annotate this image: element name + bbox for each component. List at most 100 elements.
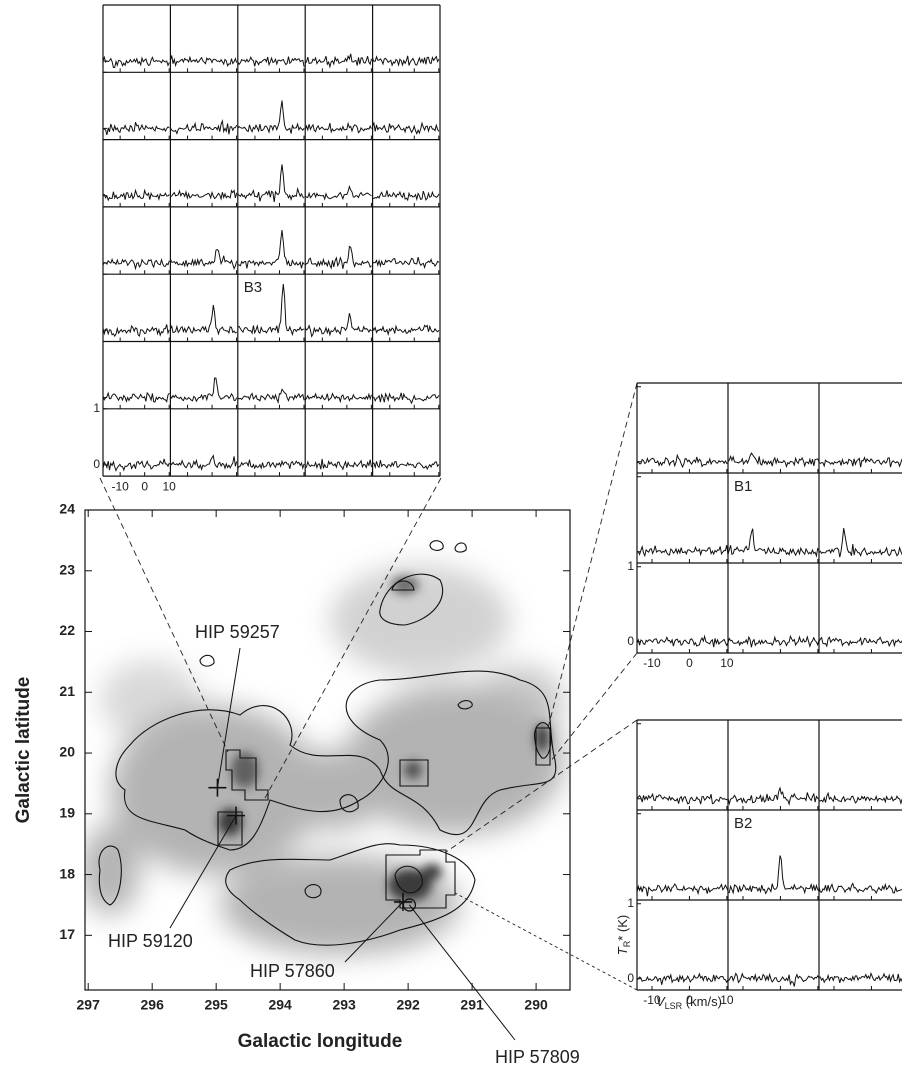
- spectrum: [237, 164, 305, 203]
- contours: [98, 540, 557, 946]
- spectrum: [727, 528, 820, 558]
- spectrum: [102, 188, 170, 202]
- region-label: B3: [244, 279, 262, 296]
- spectrum: [727, 634, 820, 649]
- x-tick-label: 293: [332, 997, 356, 1013]
- spectrum: [170, 189, 238, 201]
- spectrum: [819, 971, 902, 984]
- spectrum: [636, 883, 729, 897]
- x-axis-label: Galactic longitude: [238, 1031, 403, 1052]
- spectrum: [102, 122, 170, 136]
- label-sub: R: [622, 940, 632, 947]
- spectra-y-label: TR* (K): [615, 915, 632, 955]
- x-tick-label: -10: [111, 479, 129, 493]
- connector-lines: [99, 382, 638, 991]
- spectrum: [304, 458, 372, 471]
- spectrum: [636, 634, 729, 648]
- y-tick-label: 0: [93, 457, 100, 471]
- label-unit: (km/s): [682, 994, 722, 1009]
- spectrum: [372, 121, 440, 135]
- spectrum: [237, 388, 305, 405]
- spectrum: [818, 636, 902, 648]
- spectrum: [102, 458, 170, 472]
- spectrum: [304, 245, 372, 270]
- star-label: HIP 59257: [195, 622, 280, 642]
- x-tick-label: 0: [141, 479, 148, 493]
- y-tick-label: 0: [627, 634, 634, 648]
- map-frame: [84, 509, 571, 991]
- spectrum: [372, 55, 440, 67]
- star-label: HIP 57860: [250, 961, 335, 981]
- spectrum: [372, 392, 440, 405]
- y-tick-label: 24: [59, 501, 75, 517]
- spectra-x-label: VLSR (km/s): [656, 994, 722, 1011]
- x-tick-label: 295: [204, 997, 228, 1013]
- x-tick-label: 297: [77, 997, 101, 1013]
- x-tick-label: 10: [720, 656, 734, 670]
- spectrum: [169, 55, 238, 68]
- y-tick-label: 21: [59, 683, 75, 699]
- x-tick-label: 0: [686, 993, 693, 1007]
- spectrum: [636, 972, 729, 985]
- y-axis-label: Galactic latitude: [13, 677, 34, 824]
- label-symbol: T: [615, 946, 630, 955]
- spectrum: [372, 190, 440, 202]
- spectrum: [818, 528, 902, 558]
- x-tick-label: 290: [524, 997, 548, 1013]
- spectrum: [727, 452, 820, 469]
- spectrum: [636, 453, 729, 469]
- spectrum: [304, 184, 372, 201]
- star-marker: [208, 778, 227, 797]
- y-tick-label: 17: [59, 926, 75, 942]
- y-tick-label: 23: [59, 561, 75, 577]
- y-tick-label: 18: [59, 865, 75, 881]
- map-image: [85, 510, 570, 990]
- y-tick-label: 22: [59, 622, 75, 638]
- x-tick-label: -10: [643, 656, 661, 670]
- spectrum: [237, 229, 305, 269]
- x-tick-label: 291: [460, 997, 484, 1013]
- y-tick-label: 20: [59, 744, 75, 760]
- spectrum: [372, 324, 440, 337]
- x-tick-label: 294: [268, 997, 292, 1013]
- star-marker: [227, 806, 246, 825]
- y-tick-label: 1: [627, 896, 634, 910]
- star-label: HIP 57809: [495, 1047, 580, 1067]
- spectrum: [169, 248, 238, 270]
- spectrum: [170, 454, 238, 471]
- y-tick-label: 1: [627, 559, 634, 573]
- spectrum: [169, 304, 237, 336]
- x-tick-label: 296: [141, 997, 165, 1013]
- leader-line: [216, 647, 241, 788]
- spectrum: [372, 256, 440, 270]
- spectrum: [727, 786, 820, 807]
- label-sub: LSR: [665, 1001, 683, 1011]
- x-tick-label: 292: [396, 997, 420, 1013]
- spectrum: [727, 855, 820, 895]
- y-tick-label: 0: [627, 971, 634, 985]
- spectrum: [304, 121, 372, 134]
- label-unit: * (K): [615, 915, 630, 941]
- spectrum: [818, 456, 902, 468]
- spectrum: [818, 882, 902, 895]
- footprints: [217, 727, 551, 909]
- region-label: B1: [734, 478, 752, 495]
- star-marker: [394, 892, 413, 911]
- spectrum: [818, 791, 902, 805]
- x-tick-label: 0: [686, 656, 693, 670]
- spectrum: [169, 377, 238, 403]
- spectrum: [304, 313, 372, 338]
- y-tick-label: 19: [59, 805, 75, 821]
- leader-line: [409, 904, 516, 1041]
- star-marker: [402, 898, 417, 912]
- spectrum: [237, 55, 305, 67]
- spectrum: [102, 324, 170, 338]
- x-tick-label: 10: [720, 993, 734, 1007]
- star-label: HIP 59120: [108, 931, 193, 951]
- spectrum: [372, 460, 440, 471]
- spectrum: [237, 283, 305, 337]
- y-tick-label: 1: [93, 401, 100, 415]
- spectrum: [237, 100, 305, 134]
- spectrum: [102, 257, 170, 271]
